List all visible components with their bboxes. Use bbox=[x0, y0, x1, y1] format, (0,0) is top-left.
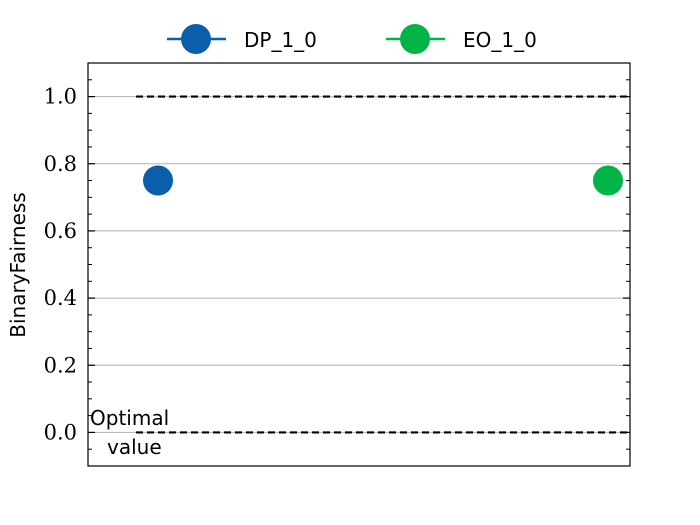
y-tick-label: 1.0 bbox=[44, 85, 77, 109]
optimal-value-annotation-line1: Optimal bbox=[90, 406, 169, 430]
data-point-eo-1-0 bbox=[593, 165, 623, 196]
grid-lines bbox=[88, 96, 630, 433]
data-points bbox=[143, 165, 623, 196]
y-tick-label: 0.6 bbox=[44, 219, 77, 243]
legend-dp-marker bbox=[181, 24, 211, 54]
y-axis-label: BinaryFairness bbox=[6, 192, 30, 337]
y-tick-label: 0.8 bbox=[44, 152, 77, 176]
y-tick-label: 0.2 bbox=[44, 353, 77, 377]
y-tick-label: 0.4 bbox=[44, 286, 77, 310]
reference-lines bbox=[136, 95, 630, 434]
data-point-dp-1-0 bbox=[143, 165, 173, 196]
legend-eo-marker bbox=[400, 24, 430, 54]
legend-label-eo: EO_1_0 bbox=[463, 28, 537, 52]
y-axis-ticks: 0.0 0.2 0.4 0.6 0.8 1.0 bbox=[44, 62, 630, 467]
legend-label-dp: DP_1_0 bbox=[244, 28, 317, 52]
plot-frame bbox=[87, 62, 631, 467]
optimal-value-annotation-line2: value bbox=[107, 435, 162, 459]
legend: DP_1_0 EO_1_0 bbox=[167, 24, 537, 54]
y-tick-label: 0.0 bbox=[44, 420, 77, 444]
